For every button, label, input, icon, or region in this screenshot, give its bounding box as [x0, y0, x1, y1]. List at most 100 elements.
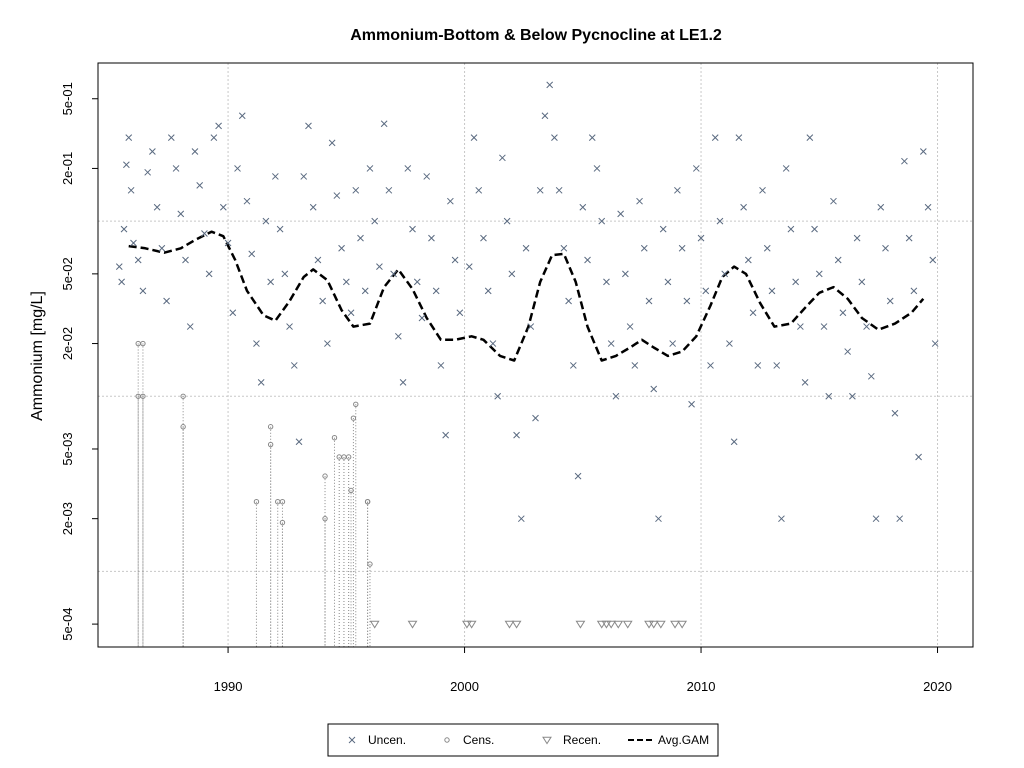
point-stroke [295, 438, 303, 446]
uncensored-point [896, 515, 904, 523]
uncensored-point [428, 234, 435, 242]
point-stroke [555, 186, 563, 194]
uncensored-point [380, 120, 388, 128]
point-stroke [768, 287, 776, 295]
point-stroke [494, 392, 502, 400]
point-stroke [716, 217, 724, 225]
uncensored-point [328, 139, 336, 147]
uncensored-point [569, 362, 577, 369]
y-tick-label: 5e-04 [60, 607, 75, 640]
point-stroke [371, 217, 379, 225]
recensored-point [613, 620, 624, 629]
uncensored-point [697, 234, 705, 242]
uncensored-point [844, 348, 852, 355]
uncensored-point [134, 256, 142, 264]
uncensored-point [622, 270, 629, 278]
uncensored-point [730, 438, 738, 446]
uncensored-point [754, 362, 762, 369]
uncensored-point [267, 278, 274, 286]
censored-point [279, 519, 286, 526]
uncensored-point [127, 186, 135, 194]
point-stroke [797, 323, 804, 330]
uncensored-point [229, 309, 237, 317]
point-stroke [678, 244, 686, 252]
point-stroke [394, 332, 402, 340]
point-stroke [172, 165, 180, 172]
uncensored-point [607, 340, 615, 347]
point-stroke [711, 134, 719, 141]
point-stroke [224, 239, 232, 247]
point-stroke [730, 438, 738, 446]
uncensored-point [806, 134, 814, 141]
uncensored-point [910, 287, 918, 295]
uncensored-point [688, 400, 695, 408]
uncensored-point [300, 173, 308, 180]
uncensored-point [773, 362, 781, 369]
uncensored-point [361, 287, 369, 295]
point-stroke [778, 515, 785, 523]
uncensored-point [579, 203, 587, 211]
point-stroke [390, 270, 397, 278]
point-stroke [248, 250, 256, 258]
point-stroke [205, 270, 213, 278]
point-stroke [811, 225, 818, 233]
point-stroke [127, 186, 135, 194]
point-stroke [338, 244, 345, 252]
uncensored-point [309, 203, 317, 211]
censored-point [353, 401, 359, 407]
point-stroke [820, 323, 828, 330]
uncensored-point [394, 332, 402, 340]
point-stroke [551, 134, 558, 141]
uncensored-point [853, 234, 861, 242]
uncensored-point [314, 256, 322, 264]
uncensored-point [527, 323, 535, 330]
point-stroke [404, 165, 412, 172]
uncensored-point [470, 134, 478, 141]
uncensored-point [919, 148, 927, 155]
uncensored-point [432, 287, 440, 295]
uncensored-point [721, 270, 729, 278]
point-stroke [919, 148, 927, 155]
point-stroke [503, 217, 511, 225]
censored-point [322, 473, 328, 479]
recensored-point [596, 620, 607, 629]
point-stroke [234, 165, 241, 172]
point-stroke [853, 234, 861, 242]
point-stroke [532, 414, 539, 422]
point-stroke [924, 203, 932, 211]
legend-label: Recen. [563, 733, 601, 747]
uncensored-point [376, 263, 383, 270]
point-stroke [622, 270, 629, 278]
point-stroke [517, 515, 525, 523]
point-stroke [314, 256, 322, 264]
uncensored-point [423, 173, 431, 180]
point-stroke [286, 323, 293, 330]
censored-point [180, 424, 186, 430]
uncensored-point [118, 278, 126, 286]
point-stroke [527, 323, 535, 330]
uncensored-point [499, 154, 506, 162]
uncensored-point [276, 225, 284, 233]
uncensored-point [243, 197, 251, 205]
legend: Uncen. Cens. Recen. Avg.GAM [327, 723, 719, 757]
uncensored-point [489, 340, 497, 347]
point-stroke [215, 122, 222, 130]
grid [98, 63, 973, 647]
point-stroke [801, 379, 809, 386]
point-stroke [612, 392, 620, 400]
legend-label: Avg.GAM [658, 733, 709, 747]
uncensored-point [191, 148, 199, 155]
recensored-point [601, 620, 612, 629]
point-stroke [328, 139, 336, 147]
point-stroke [702, 287, 710, 295]
uncensored-point [115, 263, 123, 270]
uncensored-point [144, 168, 152, 176]
censored-point [267, 424, 274, 430]
point-stroke [432, 287, 440, 295]
chart-title: Ammonium-Bottom & Below Pycnocline at LE… [350, 27, 722, 44]
uncensored-point [863, 323, 870, 330]
uncensored-point [886, 297, 894, 305]
point-stroke [428, 234, 435, 242]
point-stroke [447, 197, 454, 205]
point-stroke [929, 256, 937, 264]
